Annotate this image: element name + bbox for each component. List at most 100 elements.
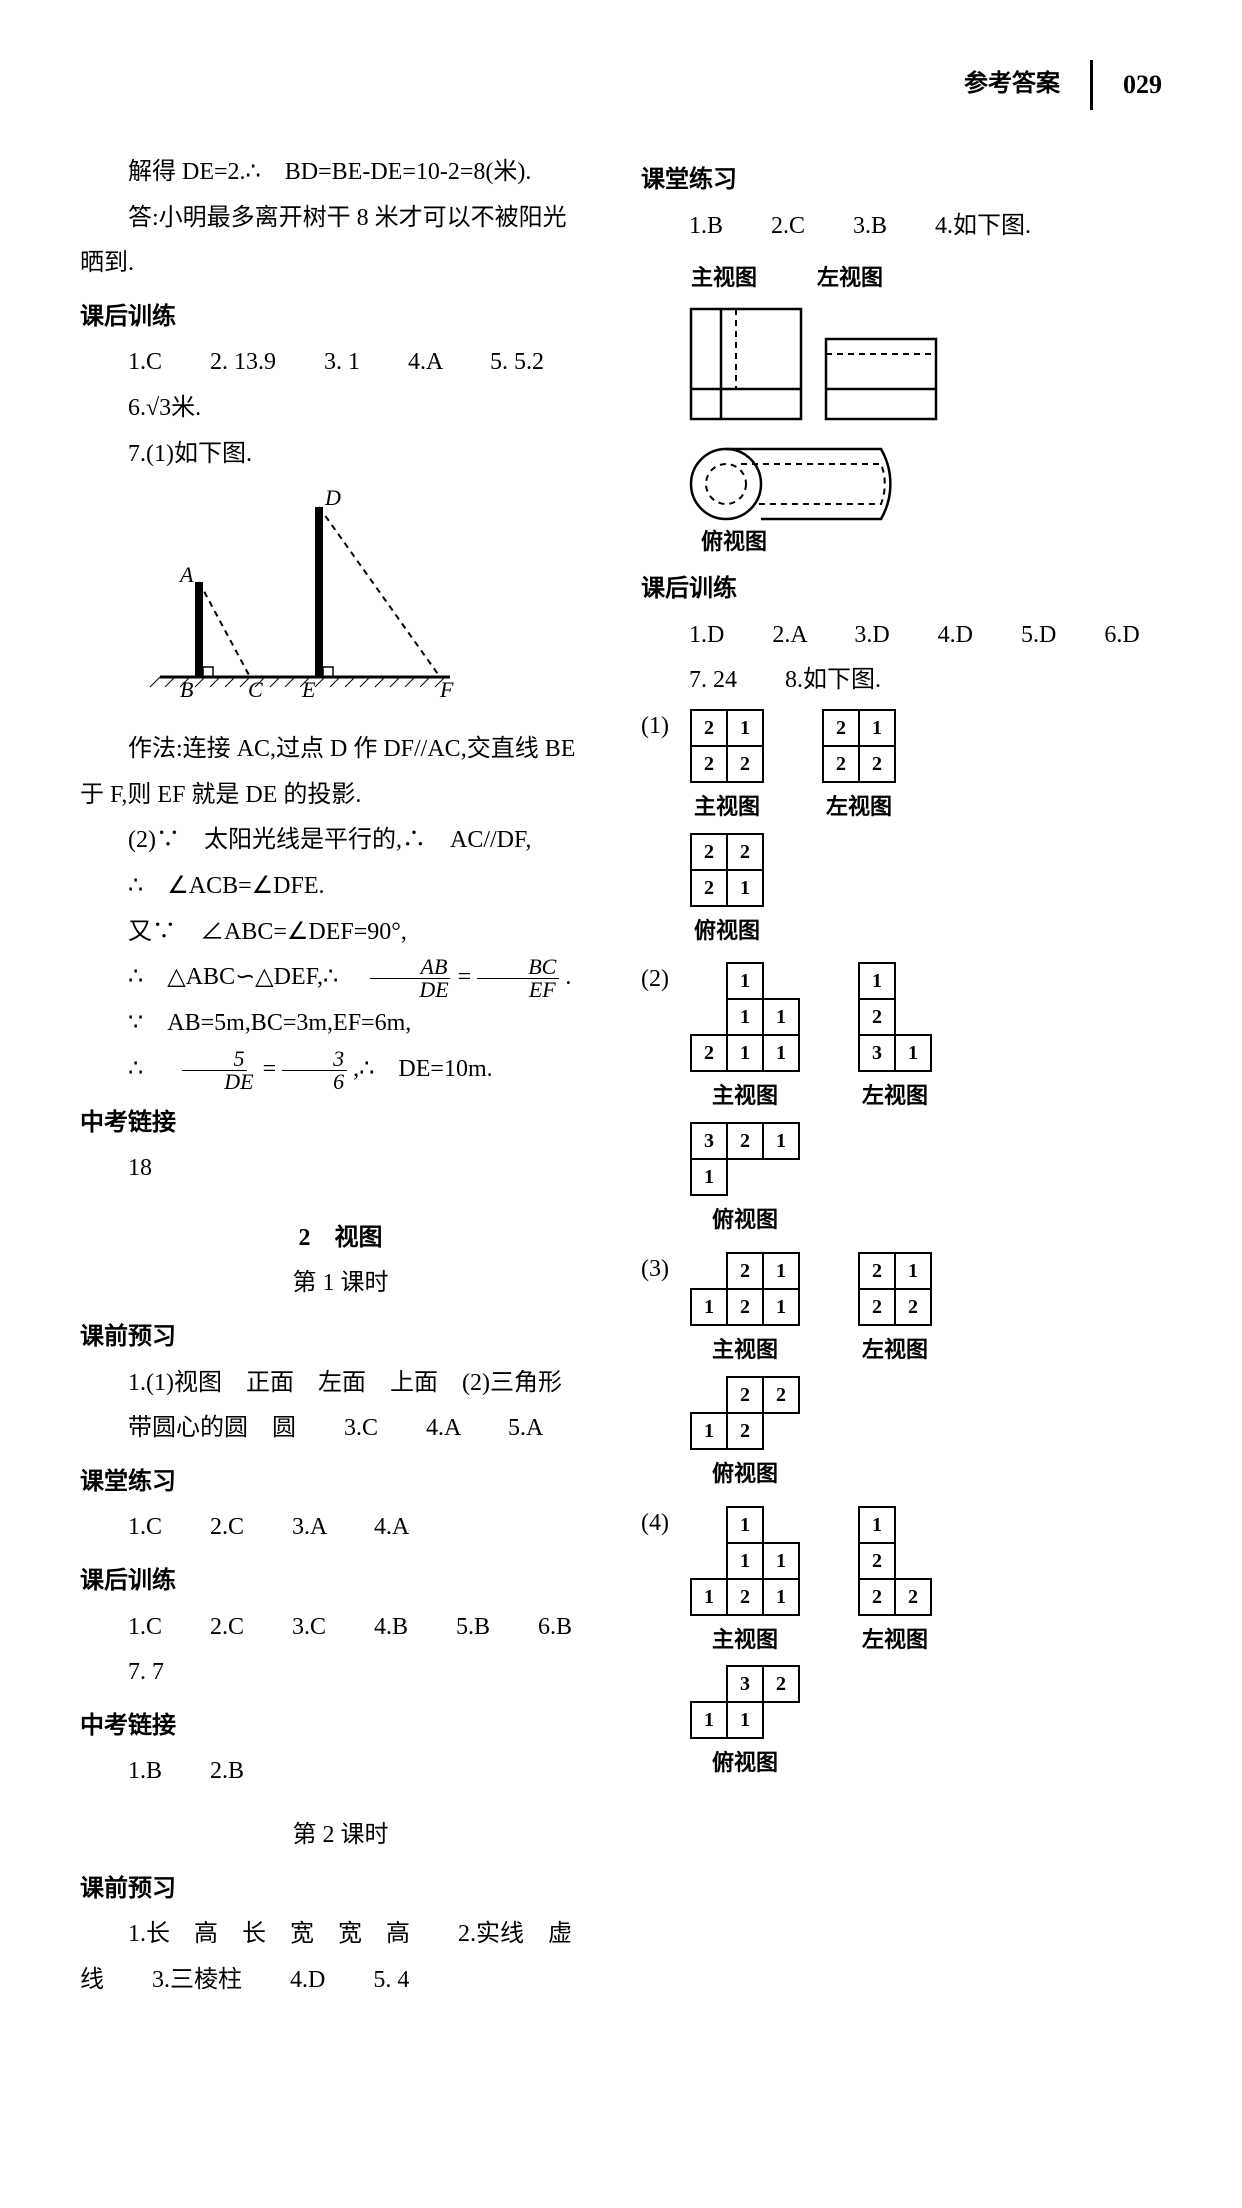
- grid-cell: 2: [690, 709, 728, 747]
- header-title: 参考答案: [964, 62, 1060, 108]
- grid-cell: 1: [690, 1288, 728, 1326]
- grid-cell: 2: [858, 745, 896, 783]
- after-class-2-a1: 1.C 2.C 3.C 4.B 5.B 6.B: [80, 1605, 601, 1651]
- grid-cell: [894, 962, 932, 1000]
- problem-number: (4): [641, 1501, 691, 1547]
- grid-cell: [690, 1376, 728, 1414]
- grid-cell: 2: [726, 1376, 764, 1414]
- section-after-class-training-r: 课后训练: [641, 567, 1162, 613]
- grid-label-left: 左视图: [859, 1075, 931, 1117]
- section-class-practice-r: 课堂练习: [641, 158, 1162, 204]
- proof4-eq: =: [458, 964, 472, 990]
- grid-problem: (1)2122主视图2122左视图2221俯视图: [641, 704, 1162, 952]
- grid-cell: 1: [726, 1506, 764, 1544]
- grid-cell: 2: [726, 1412, 764, 1450]
- grid-cell: 2: [894, 1288, 932, 1326]
- frac-5-de: 5DE: [173, 1048, 256, 1093]
- grid-cell: 1: [726, 998, 764, 1036]
- lesson-2-title: 第 2 课时: [80, 1813, 601, 1859]
- grid-cell: 2: [690, 745, 728, 783]
- proof6-b: ,∴ DE=10m.: [353, 1056, 492, 1082]
- grid-cell: 1: [762, 1542, 800, 1580]
- grid-cell: 3: [858, 1034, 896, 1072]
- answers-3: 7.(1)如下图.: [80, 432, 601, 478]
- grid-cell: 1: [762, 1122, 800, 1160]
- section-exam-link: 中考链接: [80, 1101, 601, 1147]
- grid-cell: [762, 962, 800, 1000]
- class-practice-r-a: 1.B 2.C 3.B 4.如下图.: [641, 204, 1162, 250]
- method-line-1: 作法:连接 AC,过点 D 作 DF//AC,交直线 BE: [80, 727, 601, 773]
- grid-cell: [894, 1506, 932, 1544]
- svg-text:C: C: [248, 677, 263, 702]
- label-front-view: 主视图: [691, 257, 757, 299]
- grid-label-left: 左视图: [859, 1619, 931, 1661]
- grid-cell: 2: [726, 1122, 764, 1160]
- grid-cell: [690, 1252, 728, 1290]
- grid-cell: [762, 1506, 800, 1544]
- grid-cell: 2: [894, 1578, 932, 1616]
- grid-label-left: 左视图: [823, 786, 895, 828]
- section-after-class-training-2: 课后训练: [80, 1559, 601, 1605]
- chapter-2-title: 2 视图: [80, 1216, 601, 1262]
- after-class-r-a1: 1.D 2.A 3.D 4.D 5.D 6.D: [641, 613, 1162, 659]
- grid-label-left: 左视图: [859, 1329, 931, 1371]
- preview-a2: 带圆心的圆 圆 3.C 4.A 5.A: [80, 1406, 601, 1452]
- grid-cell: 2: [858, 1542, 896, 1580]
- section-class-practice: 课堂练习: [80, 1460, 601, 1506]
- grid-cell: [690, 998, 728, 1036]
- grid-cell: [690, 1506, 728, 1544]
- grid-cell: 1: [858, 709, 896, 747]
- grid-label-front: 主视图: [691, 1329, 799, 1371]
- grid-cell: 1: [858, 962, 896, 1000]
- grid-label-front: 主视图: [691, 1619, 799, 1661]
- grid-cell: 1: [690, 1701, 728, 1739]
- grid-cell: 2: [822, 745, 860, 783]
- grid-cell: 2: [858, 1252, 896, 1290]
- solution-line-3: 晒到.: [80, 241, 601, 287]
- solution-line-1: 解得 DE=2.∴ BD=BE-DE=10-2=8(米).: [80, 150, 601, 196]
- preview2-a1: 1.长 高 长 宽 宽 高 2.实线 虚: [80, 1912, 601, 1958]
- proof4-a: ∴ △ABC∽△DEF,∴: [128, 964, 362, 990]
- proof-line-4: ∴ △ABC∽△DEF,∴ ABDE = BCEF .: [80, 955, 601, 1001]
- grid-cell: 1: [762, 1578, 800, 1616]
- grid-label-top: 俯视图: [691, 1199, 799, 1241]
- grid-cell: 1: [762, 998, 800, 1036]
- proof-line-6: ∴ 5DE = 36 ,∴ DE=10m.: [80, 1047, 601, 1093]
- lesson-1-title: 第 1 课时: [80, 1261, 601, 1307]
- section-preclass-preview: 课前预习: [80, 1315, 601, 1361]
- grid-cell: 2: [726, 1252, 764, 1290]
- grid-label-top: 俯视图: [691, 910, 763, 952]
- label-top-view: 俯视图: [701, 529, 767, 554]
- grid-cell: 2: [822, 709, 860, 747]
- grid-problem: (2)111211主视图1231左视图3211俯视图: [641, 957, 1162, 1241]
- grid-cell: [894, 1542, 932, 1580]
- svg-text:E: E: [301, 677, 316, 702]
- frac-ab-de: ABDE: [368, 956, 451, 1001]
- section-after-class-training: 课后训练: [80, 295, 601, 341]
- header-divider: [1090, 60, 1093, 110]
- grid-label-top: 俯视图: [691, 1453, 799, 1495]
- proof-line-3: 又∵ ∠ABC=∠DEF=90°,: [80, 910, 601, 956]
- grid-cell: 1: [894, 1252, 932, 1290]
- problem-number: (1): [641, 704, 691, 750]
- grid-cell: 1: [858, 1506, 896, 1544]
- problem-number: (3): [641, 1247, 691, 1293]
- grid-cell: 1: [762, 1288, 800, 1326]
- grid-cell: 1: [726, 709, 764, 747]
- grid-cell: [726, 1158, 764, 1196]
- grid-cell: 2: [690, 869, 728, 907]
- frac-3-6: 36: [282, 1048, 347, 1093]
- page-number: 029: [1123, 60, 1162, 109]
- grid-cell: [762, 1412, 800, 1450]
- after-class-r-a2: 7. 24 8.如下图.: [641, 658, 1162, 704]
- grid-cell: 2: [858, 998, 896, 1036]
- grid-cell: 1: [690, 1158, 728, 1196]
- svg-text:F: F: [439, 677, 454, 702]
- right-column: 课堂练习 1.B 2.C 3.B 4.如下图. 主视图 左视图: [641, 150, 1162, 2003]
- geometry-figure: A B C D E F: [140, 487, 460, 717]
- grid-cell: 2: [690, 1034, 728, 1072]
- grid-cell: 2: [858, 1288, 896, 1326]
- grid-cell: [762, 1158, 800, 1196]
- proof6-a: ∴: [128, 1056, 167, 1082]
- proof-line-1: (2)∵ 太阳光线是平行的,∴ AC//DF,: [80, 818, 601, 864]
